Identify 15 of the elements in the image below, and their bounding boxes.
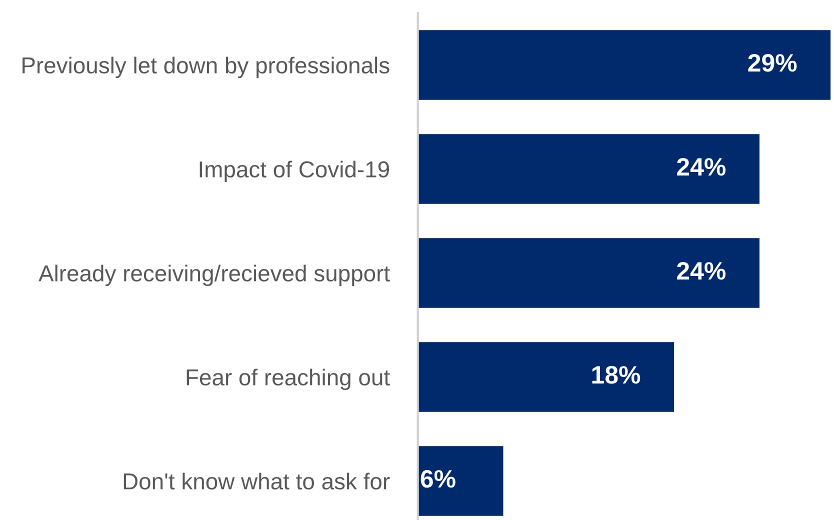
data-label: 29%: [748, 54, 797, 72]
data-label: 24%: [677, 262, 726, 280]
y-tick-label: Previously let down by professionals: [22, 56, 390, 78]
bar: [418, 342, 674, 412]
data-label: 18%: [592, 366, 640, 384]
bar: [418, 134, 760, 204]
bar: [418, 30, 831, 100]
y-tick-label: Already receiving/recieved support: [38, 264, 390, 286]
bar: [418, 238, 760, 308]
bar: [418, 446, 504, 516]
y-tick-label: Fear of reaching out: [186, 368, 390, 390]
data-label: 24%: [677, 158, 726, 176]
y-tick-label: Don't know what to ask for: [124, 472, 390, 490]
data-label: 6%: [420, 470, 456, 488]
y-tick-label: Impact of Covid-19: [200, 160, 389, 182]
